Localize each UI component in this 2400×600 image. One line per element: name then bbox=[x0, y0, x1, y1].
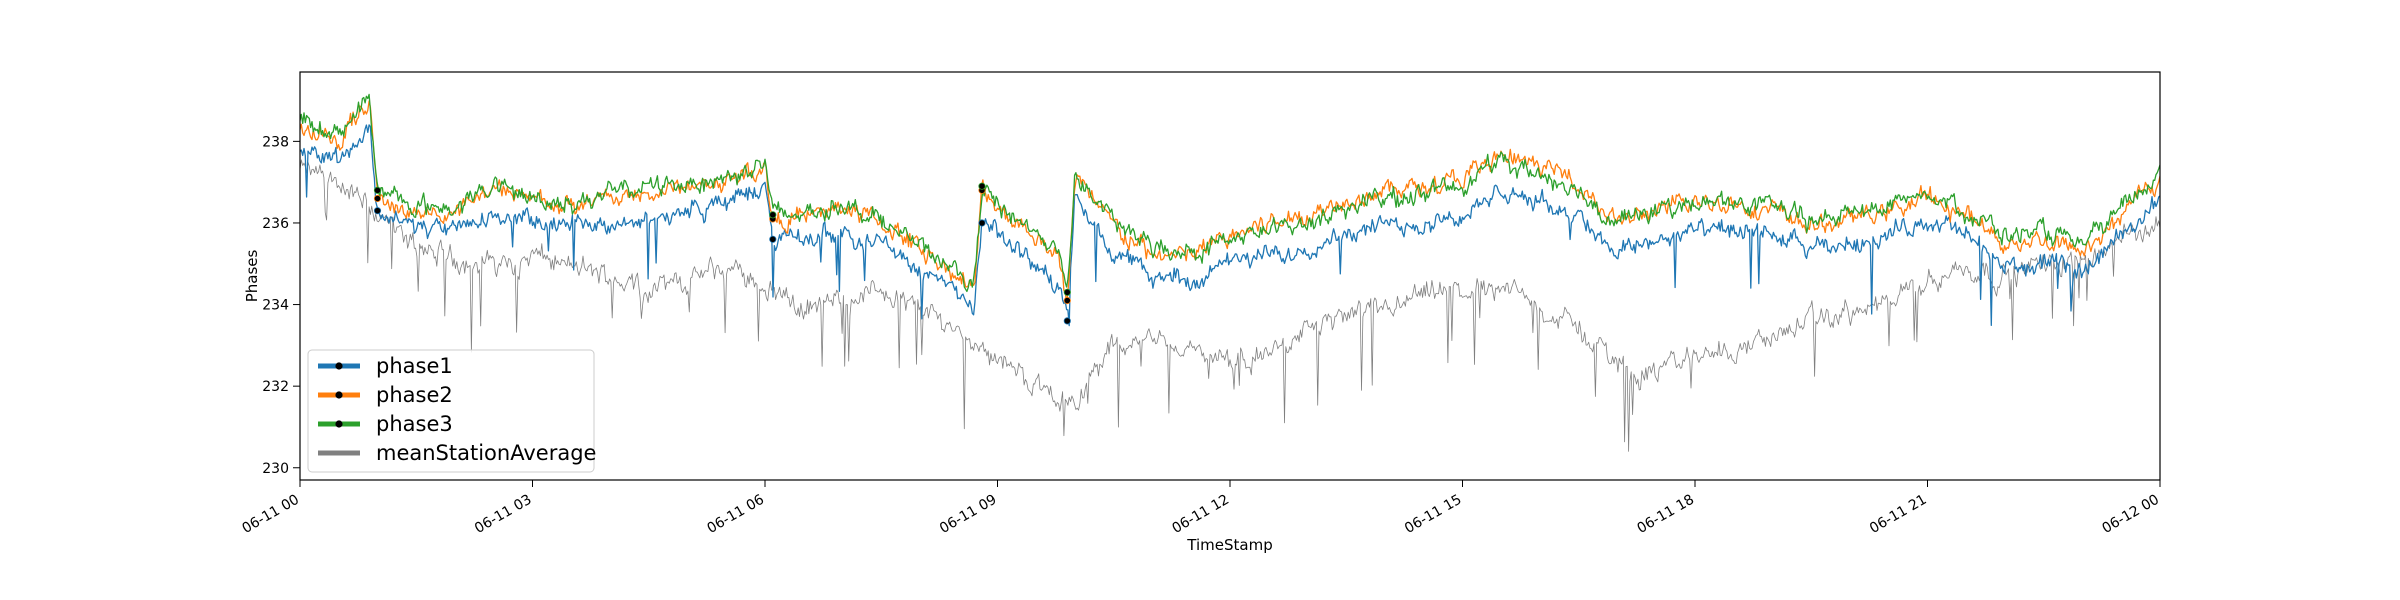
y-tick-label: 234 bbox=[262, 298, 289, 314]
legend-label-phase1: phase1 bbox=[376, 354, 453, 378]
y-axis: 230 232 234 236 238 bbox=[262, 134, 300, 477]
legend-label-phase2: phase2 bbox=[376, 383, 453, 407]
series-marker-phase2 bbox=[373, 194, 382, 203]
series-line-phase1 bbox=[300, 124, 2160, 327]
legend: phase1 phase2 phase3 meanStationAverage bbox=[307, 349, 596, 473]
series-layer bbox=[300, 93, 2160, 452]
y-tick-label: 238 bbox=[262, 134, 289, 150]
series-marker-phase3 bbox=[373, 186, 382, 194]
legend-label-phase3: phase3 bbox=[376, 412, 453, 436]
plot-background bbox=[300, 72, 2160, 480]
marker-layer bbox=[373, 182, 1071, 325]
series-line-phase3 bbox=[300, 93, 2160, 293]
series-line-meanStationAverage bbox=[300, 159, 2160, 452]
series-marker-phase1 bbox=[1063, 317, 1071, 325]
legend-marker-phase2 bbox=[335, 391, 343, 399]
legend-marker-phase1 bbox=[335, 362, 343, 370]
series-line-phase2 bbox=[300, 100, 2160, 305]
series-marker-phase3 bbox=[769, 211, 777, 219]
y-axis-title: Phases bbox=[243, 250, 261, 303]
series-marker-phase2 bbox=[1063, 296, 1071, 305]
legend-marker-phase3 bbox=[335, 420, 343, 428]
y-tick-label: 232 bbox=[262, 379, 289, 395]
x-axis-title: TimeStamp bbox=[1186, 536, 1272, 554]
series-marker-phase3 bbox=[1063, 288, 1071, 296]
legend-label-meanStationAverage: meanStationAverage bbox=[376, 441, 596, 465]
series-marker-phase1 bbox=[373, 207, 382, 215]
y-tick-label: 230 bbox=[262, 461, 289, 477]
series-marker-phase1 bbox=[769, 235, 777, 243]
y-tick-label: 236 bbox=[262, 216, 289, 232]
legend-box bbox=[307, 349, 595, 473]
series-marker-phase1 bbox=[978, 219, 986, 227]
series-marker-phase3 bbox=[978, 182, 986, 190]
